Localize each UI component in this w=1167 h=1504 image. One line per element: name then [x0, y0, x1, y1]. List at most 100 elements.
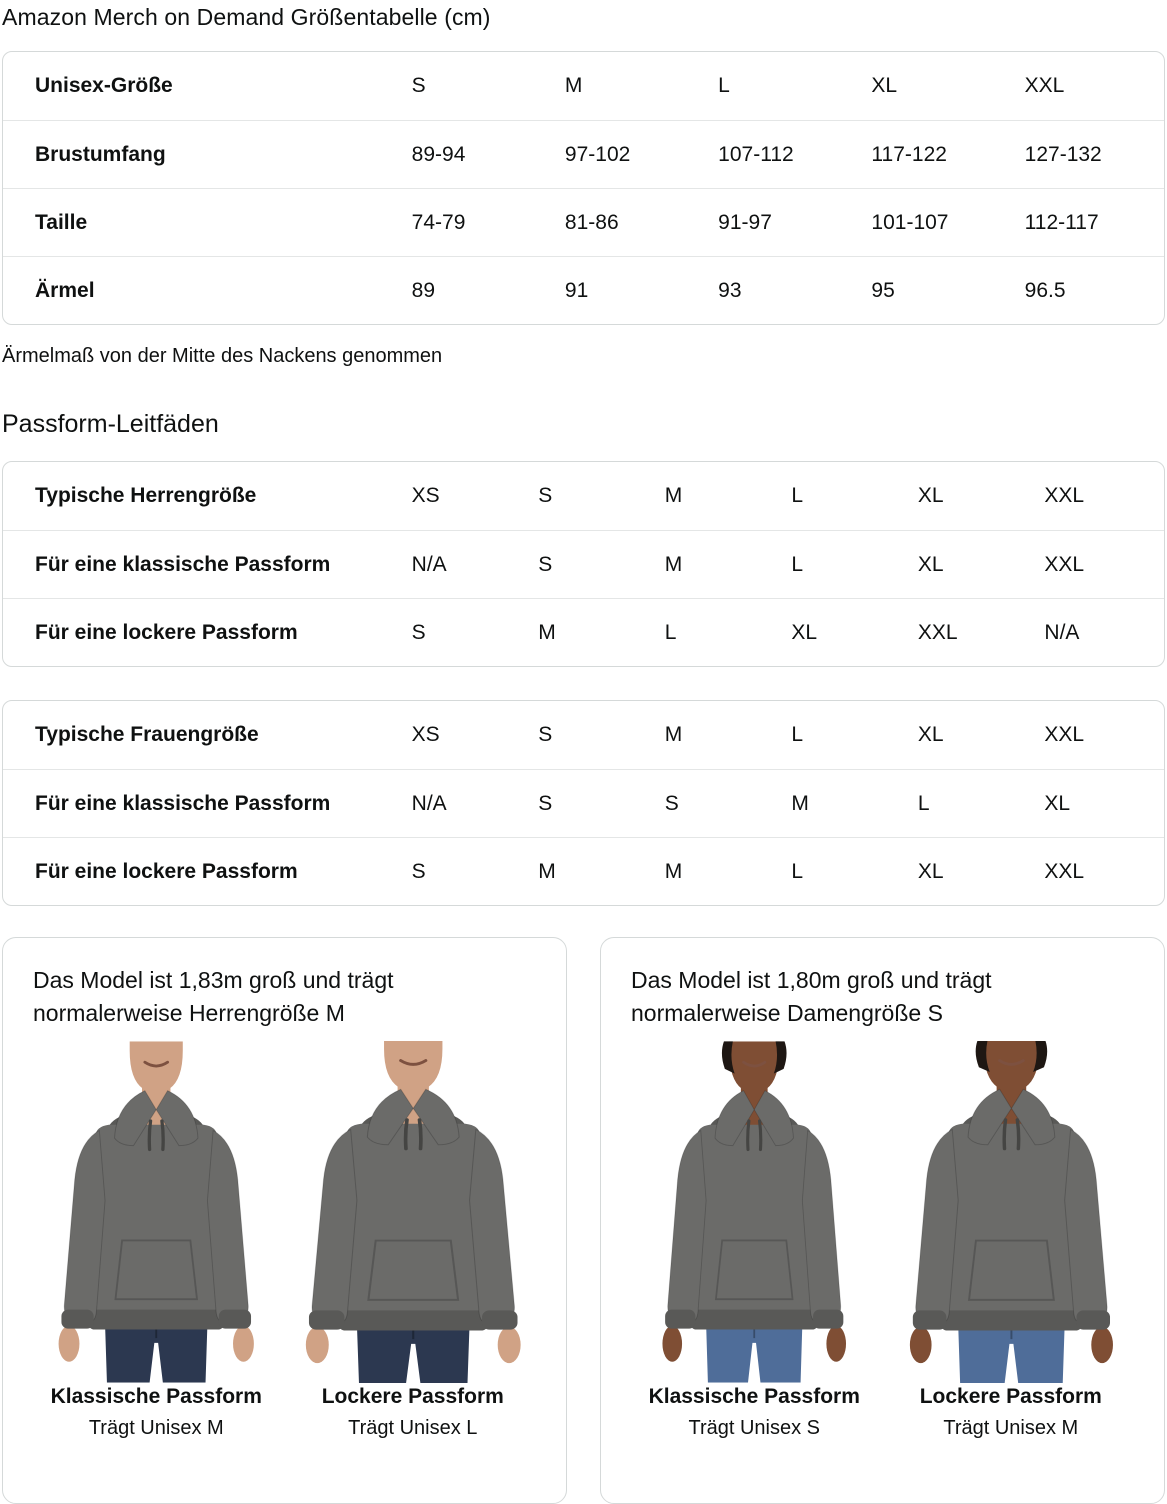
female-loose-fit-photo [888, 1040, 1134, 1383]
fit-name: Klassische Passform [50, 1384, 262, 1408]
measure-cell: 127-132 [1024, 142, 1102, 166]
size-cell: M [664, 723, 683, 746]
model-description: Das Model ist 1,80m groß und trägt norma… [631, 967, 992, 1027]
size-cell: XL [871, 74, 898, 97]
size-cell: XL [917, 552, 944, 576]
size-cell: S [538, 484, 553, 507]
table-row: Für eine klassische Passform N/A S S M L… [3, 769, 1164, 837]
size-cell: L [917, 791, 930, 815]
size-cell: XL [917, 484, 944, 507]
measure-cell: 93 [718, 278, 742, 302]
row-label: Für eine klassische Passform [35, 791, 331, 815]
unisex-size-table: Unisex-Größe S M L XL XXL Brustumfang 89… [2, 51, 1165, 325]
measure-cell: 91-97 [718, 210, 772, 234]
fit-name: Klassische Passform [648, 1384, 860, 1408]
fit-size: Trägt Unisex M [943, 1416, 1079, 1439]
size-cell: S [538, 723, 553, 746]
size-cell: L [791, 859, 803, 883]
measure-cell: 107-112 [718, 142, 794, 166]
male-loose-fit-photo [290, 1041, 536, 1383]
male-loose-fit-figure: Lockere Passform Trägt Unisex L [290, 1041, 536, 1481]
size-cell: XL [917, 859, 944, 883]
size-cell: N/A [411, 791, 447, 815]
size-cell: M [791, 791, 809, 815]
size-cell: L [791, 723, 803, 746]
measure-cell: 101-107 [871, 210, 949, 234]
measure-cell: 89-94 [411, 142, 466, 166]
size-cell: N/A [1044, 620, 1080, 644]
row-label: Für eine lockere Passform [35, 859, 298, 883]
size-cell: L [791, 552, 803, 576]
measure-cell: 112-117 [1024, 210, 1099, 234]
measure-cell: 96.5 [1024, 278, 1066, 302]
female-classic-fit-figure: Klassische Passform Trägt Unisex S [631, 1041, 877, 1481]
model-cards-row: Das Model ist 1,83m groß und trägt norma… [2, 937, 1165, 1504]
male-classic-fit-photo [33, 1041, 279, 1383]
row-label: Typische Frauengröße [35, 723, 259, 746]
table-row: Taille 74-79 81-86 91-97 101-107 112-117 [3, 188, 1164, 256]
measure-cell: 74-79 [411, 210, 466, 234]
figures-row: Klassische Passform Trägt Unisex M Locke… [33, 1041, 536, 1481]
size-cell: XXL [1024, 74, 1065, 97]
size-cell: M [664, 484, 683, 507]
row-label: Für eine klassische Passform [35, 552, 331, 576]
fit-size: Trägt Unisex L [348, 1416, 478, 1439]
male-model-card: Das Model ist 1,83m groß und trägt norma… [2, 937, 567, 1504]
figures-row: Klassische Passform Trägt Unisex S Locke… [631, 1040, 1134, 1481]
womens-fit-table: Typische Frauengröße XS S M L XL XXL Für… [2, 700, 1165, 906]
size-cell: XS [411, 723, 440, 746]
size-cell: N/A [411, 552, 447, 576]
size-cell: S [411, 74, 426, 97]
size-cell: XXL [917, 620, 958, 644]
female-classic-fit-photo [631, 1041, 877, 1383]
size-cell: M [564, 74, 583, 97]
male-classic-fit-figure: Klassische Passform Trägt Unisex M [33, 1041, 279, 1481]
measure-cell: 89 [411, 278, 436, 302]
female-loose-fit-figure: Lockere Passform Trägt Unisex M [888, 1040, 1134, 1481]
size-cell: XL [1044, 791, 1071, 815]
row-label: Typische Herrengröße [35, 484, 257, 507]
size-cell: S [538, 552, 553, 576]
model-description: Das Model ist 1,83m groß und trägt norma… [33, 967, 394, 1027]
table-row: Typische Frauengröße XS S M L XL XXL [3, 701, 1164, 769]
size-cell: XXL [1044, 484, 1085, 507]
size-cell: M [664, 859, 683, 883]
table-row: Unisex-Größe S M L XL XXL [3, 52, 1164, 120]
size-cell: L [791, 484, 803, 507]
row-label: Taille [35, 210, 88, 234]
table-row: Für eine klassische Passform N/A S M L X… [3, 530, 1164, 598]
fit-name: Lockere Passform [919, 1384, 1102, 1408]
row-label: Ärmel [35, 278, 95, 302]
measure-cell: 81-86 [564, 210, 619, 234]
size-cell: XL [791, 620, 817, 644]
measure-cell: 91 [564, 278, 589, 302]
table-row: Typische Herrengröße XS S M L XL XXL [3, 462, 1164, 530]
size-cell: L [664, 620, 677, 644]
table-row: Ärmel 89 91 93 95 96.5 [3, 256, 1164, 324]
size-cell: M [664, 552, 683, 576]
size-cell: L [718, 74, 730, 97]
size-cell: S [411, 620, 426, 644]
table-row: Für eine lockere Passform S M L XL XXL N… [3, 598, 1164, 666]
page-title: Amazon Merch on Demand Größentabelle (cm… [2, 4, 491, 30]
size-cell: XXL [1044, 552, 1085, 576]
fit-name: Lockere Passform [321, 1384, 504, 1408]
measure-cell: 97-102 [564, 142, 631, 166]
table-row: Brustumfang 89-94 97-102 107-112 117-122… [3, 120, 1164, 188]
size-cell: M [538, 620, 556, 644]
row-label: Brustumfang [35, 142, 166, 166]
fit-size: Trägt Unisex S [688, 1416, 820, 1439]
sleeve-measure-note: Ärmelmaß von der Mitte des Nackens genom… [2, 345, 443, 367]
fit-guides-heading: Passform-Leitfäden [2, 410, 219, 438]
size-cell: S [411, 859, 426, 883]
measure-cell: 95 [871, 278, 895, 302]
measure-cell: 117-122 [871, 142, 947, 166]
size-cell: S [538, 791, 553, 815]
size-cell: XS [411, 484, 440, 507]
size-cell: XL [917, 723, 944, 746]
mens-fit-table: Typische Herrengröße XS S M L XL XXL Für… [2, 461, 1165, 667]
female-model-card: Das Model ist 1,80m groß und trägt norma… [600, 937, 1165, 1504]
size-cell: M [538, 859, 556, 883]
size-cell: XXL [1044, 859, 1085, 883]
row-label: Für eine lockere Passform [35, 620, 298, 644]
